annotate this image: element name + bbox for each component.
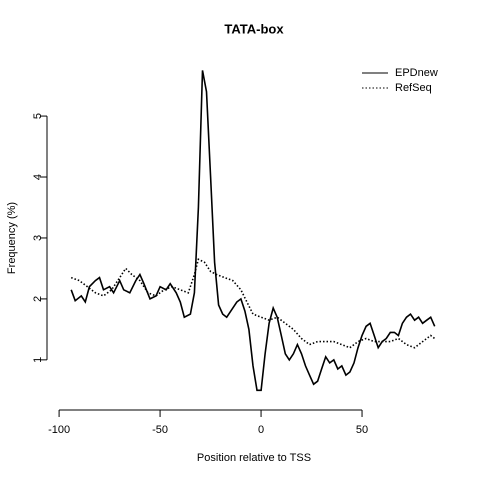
chart-title: TATA-box	[224, 21, 284, 36]
x-tick-label: 0	[258, 424, 264, 436]
x-tick-label: -50	[152, 424, 168, 436]
y-tick-label: 1	[32, 357, 44, 363]
legend-label: EPDnew	[395, 67, 438, 79]
legend-label: RefSeq	[395, 82, 432, 94]
y-tick-label: 3	[32, 235, 44, 241]
x-tick-label: 50	[356, 424, 368, 436]
y-tick-label: 4	[32, 174, 44, 180]
x-axis-label: Position relative to TSS	[197, 452, 311, 464]
series-line	[70, 70, 436, 392]
y-tick-label: 5	[32, 113, 44, 119]
y-tick-label: 2	[32, 296, 44, 302]
y-axis-label: Frequency (%)	[6, 202, 18, 274]
x-tick-label: -100	[48, 424, 70, 436]
series-line	[70, 258, 436, 349]
